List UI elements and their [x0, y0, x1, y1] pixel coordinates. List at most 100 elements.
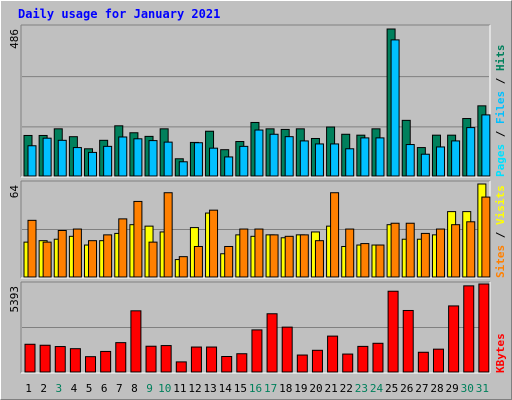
files-bar — [88, 151, 98, 177]
x-tick-label: 29 — [446, 382, 459, 395]
x-tick-label: 19 — [294, 382, 307, 395]
x-tick-label: 9 — [146, 382, 153, 395]
sites-bar — [72, 228, 82, 278]
x-tick-label: 6 — [101, 382, 108, 395]
x-tick-label: 10 — [158, 382, 171, 395]
files-bar — [284, 136, 294, 177]
x-tick-label: 23 — [355, 382, 368, 395]
kbytes-bar — [251, 329, 263, 373]
files-bar — [481, 114, 491, 177]
chart-title: Daily usage for January 2021 — [18, 7, 221, 21]
legend-entry: Hits — [494, 45, 507, 72]
files-bar — [118, 136, 128, 177]
kbytes-bar — [190, 346, 202, 373]
legend-entry: Visits — [494, 185, 507, 225]
kbytes-bar — [281, 326, 293, 373]
x-tick-label: 12 — [188, 382, 201, 395]
kbytes-bar — [100, 350, 112, 373]
x-tick-label: 18 — [279, 382, 292, 395]
x-tick-label: 25 — [385, 382, 398, 395]
sites-bar — [390, 222, 400, 278]
legend-entry: Sites — [494, 245, 507, 278]
x-tick-label: 2 — [40, 382, 47, 395]
legend-hits-files-pages: Pages / Files / Hits — [494, 45, 507, 178]
legend-entry: / — [494, 225, 507, 245]
sites-bar — [193, 245, 203, 278]
legend-entry: Files — [494, 91, 507, 124]
files-bar — [163, 141, 173, 177]
kbytes-bar — [221, 355, 233, 373]
sites-bar — [178, 256, 188, 278]
kbytes-bar — [327, 335, 339, 373]
sites-bar — [163, 192, 173, 278]
sites-bar — [254, 228, 264, 278]
kbytes-bar — [342, 353, 354, 373]
sites-bar — [103, 234, 113, 278]
kbytes-bar — [357, 345, 369, 373]
kbytes-bar — [85, 356, 97, 373]
y-max-label-kbytes: 5393 — [8, 286, 21, 313]
files-bar — [178, 161, 188, 177]
sites-bar — [481, 196, 491, 278]
x-tick-label: 30 — [461, 382, 474, 395]
sites-bar — [42, 241, 52, 278]
sites-bar — [466, 221, 476, 278]
y-max-label-hits: 486 — [8, 29, 21, 49]
x-tick-label: 15 — [234, 382, 247, 395]
files-bar — [224, 156, 234, 177]
files-bar — [133, 138, 143, 177]
kbytes-bar — [130, 310, 142, 373]
legend-entry: / — [494, 124, 507, 144]
x-tick-label: 17 — [264, 382, 277, 395]
kbytes-bar — [311, 349, 323, 373]
files-bar — [375, 137, 385, 177]
files-bar — [420, 153, 430, 177]
sites-bar — [133, 200, 143, 278]
sites-bar — [148, 241, 158, 278]
files-bar — [72, 147, 82, 177]
files-bar — [209, 147, 219, 177]
sites-bar — [57, 230, 67, 278]
kbytes-bar — [417, 351, 429, 373]
sites-bar — [118, 218, 128, 278]
files-bar — [269, 133, 279, 177]
kbytes-bar — [448, 305, 460, 373]
kbytes-bar — [236, 353, 248, 373]
x-tick-label: 1 — [25, 382, 32, 395]
kbytes-bar — [372, 342, 384, 373]
files-bar — [193, 142, 203, 177]
sites-bar — [360, 243, 370, 278]
x-tick-label: 4 — [71, 382, 78, 395]
sites-bar — [209, 209, 219, 278]
x-tick-label: 7 — [116, 382, 123, 395]
files-bar — [314, 143, 324, 177]
files-bar — [239, 145, 249, 177]
kbytes-bar — [463, 285, 475, 373]
sites-bar — [299, 234, 309, 278]
files-bar — [330, 143, 340, 177]
sites-bar — [314, 240, 324, 278]
x-tick-label: 28 — [430, 382, 443, 395]
kbytes-bar — [39, 344, 51, 373]
sites-bar — [239, 228, 249, 278]
files-bar — [254, 129, 264, 177]
sites-bar — [88, 240, 98, 278]
sites-bar — [330, 192, 340, 278]
kbytes-bar — [432, 348, 444, 373]
kbytes-bar — [206, 346, 218, 373]
files-bar — [435, 146, 445, 177]
files-bar — [360, 137, 370, 177]
files-bar — [405, 144, 415, 177]
x-tick-label: 13 — [203, 382, 216, 395]
sites-bar — [375, 244, 385, 278]
x-tick-label: 21 — [325, 382, 338, 395]
kbytes-bar — [266, 313, 278, 373]
kbytes-bar — [387, 290, 399, 373]
x-tick-label: 27 — [415, 382, 428, 395]
files-bar — [57, 139, 67, 177]
sites-bar — [27, 219, 37, 278]
files-bar — [27, 145, 37, 177]
x-tick-label: 16 — [249, 382, 262, 395]
files-bar — [299, 140, 309, 177]
kbytes-bar — [145, 345, 157, 373]
